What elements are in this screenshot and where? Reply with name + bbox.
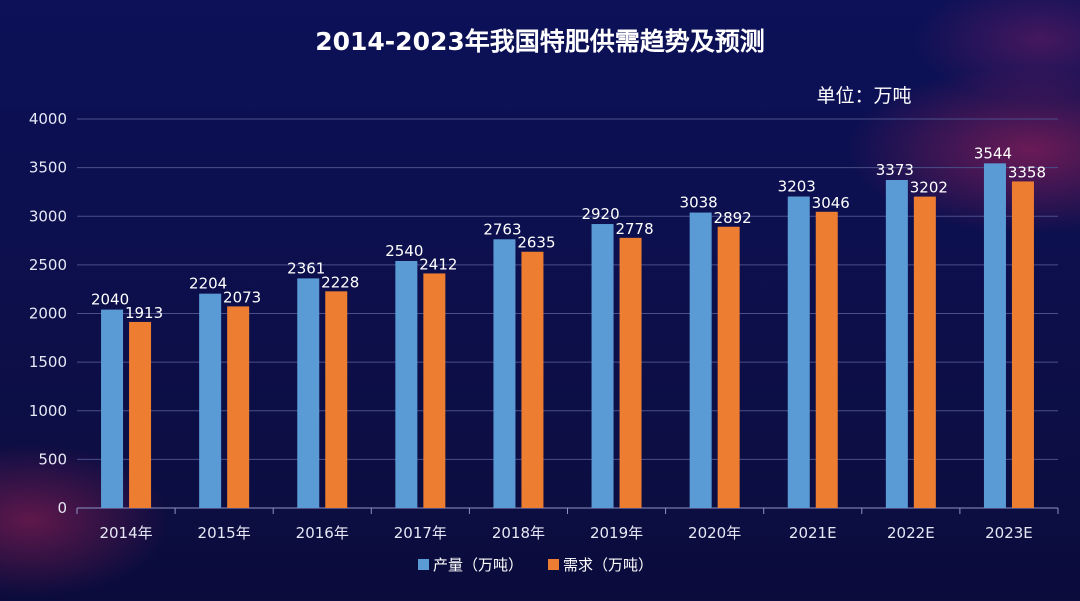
bar-demand: [325, 291, 348, 508]
y-tick-label: 3000: [29, 207, 67, 225]
bar-production: [591, 224, 614, 508]
data-label-production: 2040: [91, 291, 129, 309]
bars: [101, 163, 1034, 509]
legend: 产量（万吨） 需求（万吨）: [418, 556, 653, 574]
x-tick-label: 2020年: [688, 524, 741, 542]
x-tick-label: 2017年: [394, 524, 447, 542]
bar-production: [395, 260, 418, 508]
y-tick-label: 0: [57, 499, 67, 517]
bar-demand: [815, 211, 838, 509]
data-label-demand: 3046: [812, 194, 850, 212]
bar-demand: [227, 306, 250, 508]
legend-label-production: 产量（万吨）: [433, 556, 523, 574]
data-label-demand: 2635: [517, 234, 555, 252]
bar-demand: [423, 273, 446, 508]
bar-production: [199, 293, 222, 508]
legend-swatch-demand: [548, 559, 559, 570]
data-label-production: 3373: [876, 161, 914, 179]
x-tick-label: 2022E: [887, 524, 935, 542]
data-label-demand: 2228: [321, 273, 359, 291]
data-label-demand: 3202: [910, 179, 948, 197]
bar-production: [101, 309, 124, 508]
x-tick-label: 2016年: [296, 524, 349, 542]
data-label-production: 2204: [189, 275, 227, 293]
data-label-demand: 2778: [615, 220, 653, 238]
x-tick-label: 2023E: [985, 524, 1033, 542]
bar-production: [689, 212, 712, 508]
data-label-production: 2361: [287, 259, 325, 277]
y-tick-label: 3500: [29, 159, 67, 177]
x-tick-label: 2014年: [99, 524, 152, 542]
data-label-production: 2920: [581, 205, 619, 223]
bar-production: [297, 278, 320, 508]
y-tick-label: 1000: [29, 402, 67, 420]
data-label-demand: 2412: [419, 255, 457, 273]
y-tick-label: 500: [38, 450, 67, 468]
y-tick-label: 4000: [29, 110, 67, 128]
data-label-production: 2763: [483, 220, 521, 238]
x-tick-label: 2019年: [590, 524, 643, 542]
x-axis: 2014年 2015年 2016年 2017年 2018年 2019年 2020年 2021E…: [76, 507, 1059, 542]
bar-demand: [521, 251, 544, 508]
bar-demand: [717, 226, 740, 509]
data-label-production: 3544: [974, 144, 1012, 162]
data-label-demand: 2892: [714, 209, 752, 227]
legend-label-demand: 需求（万吨）: [563, 556, 653, 574]
bar-demand: [619, 237, 642, 509]
data-label-production: 3203: [778, 178, 816, 196]
y-axis: 0 500 1000 1500 2000 2500 3000 3500 4000: [29, 110, 67, 517]
bar-demand: [129, 321, 152, 508]
data-label-production: 3038: [680, 194, 718, 212]
unit-label: 单位：万吨: [816, 85, 911, 107]
x-tick-label: 2018年: [492, 524, 545, 542]
y-tick-label: 2000: [29, 305, 67, 323]
bar-production: [983, 163, 1006, 508]
legend-swatch-production: [418, 559, 429, 570]
data-label-production: 2540: [385, 242, 423, 260]
y-tick-label: 2500: [29, 256, 67, 274]
data-label-demand: 3358: [1008, 163, 1046, 181]
chart-title: 2014-2023年我国特肥供需趋势及预测: [315, 27, 765, 56]
y-tick-label: 1500: [29, 353, 67, 371]
x-tick-label: 2021E: [789, 524, 837, 542]
bar-production: [885, 179, 908, 508]
bar-production: [787, 196, 810, 509]
bar-demand: [913, 196, 936, 508]
x-tick-label: 2015年: [198, 524, 251, 542]
data-label-demand: 1913: [125, 304, 163, 322]
bar-demand: [1011, 181, 1034, 508]
bar-production: [493, 239, 516, 508]
data-label-demand: 2073: [223, 288, 261, 306]
